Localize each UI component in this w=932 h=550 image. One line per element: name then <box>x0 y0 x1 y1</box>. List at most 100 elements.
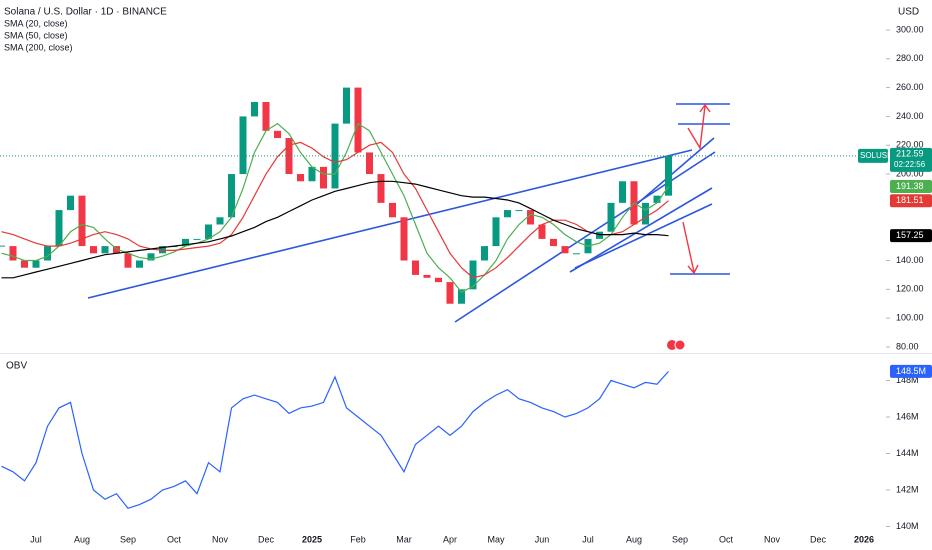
x-tick-label: Sep <box>120 534 136 544</box>
arrow-head <box>687 264 699 275</box>
y-tick-label: 100.00 <box>896 313 924 323</box>
price-label: 212.59 <box>896 148 924 158</box>
candle <box>377 174 385 203</box>
candle <box>124 253 132 268</box>
candle <box>193 238 201 240</box>
x-tick-label: Feb <box>350 534 366 544</box>
x-tick-label: Mar <box>396 534 412 544</box>
candle <box>101 246 109 254</box>
x-tick-label: 2025 <box>302 534 322 544</box>
x-tick-label: May <box>487 534 505 544</box>
candle <box>228 174 235 218</box>
series-line <box>1 141 669 279</box>
y-tick-label: 200.00 <box>896 168 924 178</box>
candle <box>492 217 500 247</box>
candle <box>32 260 40 268</box>
candle <box>423 274 431 278</box>
x-tick-label: Oct <box>719 534 734 544</box>
candle <box>216 217 224 225</box>
candle <box>239 116 247 175</box>
candle <box>78 195 86 247</box>
y-tick-label: 120.00 <box>896 284 924 294</box>
y-tick-label: 240.00 <box>896 111 924 121</box>
event-icon <box>674 339 686 351</box>
arrows <box>682 103 711 275</box>
x-tick-label: Jun <box>535 534 550 544</box>
candle <box>113 246 120 254</box>
candle <box>147 253 155 261</box>
candle <box>320 166 327 189</box>
series-line <box>1 122 669 293</box>
candle <box>446 282 454 304</box>
candle <box>274 130 281 139</box>
legend-entry: SMA (50, close) <box>4 30 68 40</box>
candle <box>619 181 626 203</box>
candle <box>90 246 97 254</box>
symbol-label: SOLUSD <box>860 151 893 160</box>
candle <box>481 246 488 261</box>
candle <box>366 152 373 175</box>
y-tick-label: 148M <box>896 375 919 385</box>
event-icons <box>667 339 686 351</box>
y-tick-label: 140M <box>896 521 919 531</box>
y-tick-label: 142M <box>896 484 919 494</box>
last-value-box <box>890 194 932 208</box>
candle <box>665 155 672 196</box>
candle <box>55 210 63 247</box>
series-line <box>1 180 669 279</box>
candle <box>389 202 396 218</box>
candle <box>343 87 350 124</box>
candle <box>538 224 546 239</box>
candle <box>515 210 523 212</box>
candle <box>504 210 511 218</box>
arrow-head <box>699 103 711 113</box>
x-tick-label: Nov <box>212 534 229 544</box>
x-tick-label: Aug <box>74 534 90 544</box>
candle <box>297 174 304 182</box>
candle <box>550 238 557 247</box>
chart-title: Solana / U.S. Dollar · 1D · BINANCE <box>4 7 167 18</box>
candle <box>44 246 51 261</box>
x-tick-label: Sep <box>672 534 688 544</box>
series-line <box>1 370 669 509</box>
x-tick-label: Jul <box>582 534 594 544</box>
arrow-up <box>687 105 706 151</box>
last-value-box <box>890 364 932 378</box>
candle <box>653 195 661 203</box>
arrow-down <box>682 221 695 273</box>
candle <box>458 289 465 304</box>
candle <box>354 87 362 153</box>
event-icon <box>667 340 677 350</box>
y-tick-label: 144M <box>896 448 919 458</box>
currency: USD <box>898 7 919 18</box>
x-tick-label: Jul <box>30 534 42 544</box>
price-box <box>890 147 932 172</box>
candle <box>573 253 580 255</box>
x-tick-label: Aug <box>626 534 642 544</box>
y-tick-label: 146M <box>896 411 919 421</box>
y-tick-label: 220.00 <box>896 140 924 150</box>
countdown-label: 02:22:56 <box>894 160 926 169</box>
candle <box>9 246 17 261</box>
candle <box>67 195 74 211</box>
x-tick-label: Nov <box>764 534 781 544</box>
candle <box>159 246 166 254</box>
x-tick-label: Oct <box>167 534 182 544</box>
candle <box>331 123 339 189</box>
last-value-label: 181.51 <box>896 195 924 205</box>
legend-entry: SMA (200, close) <box>4 42 73 52</box>
last-value-label: 157.25 <box>896 230 924 240</box>
symbol-box <box>858 148 888 163</box>
obv-title: OBV <box>6 361 27 372</box>
last-value-box <box>890 229 932 243</box>
candle <box>308 166 316 182</box>
candle <box>262 102 270 131</box>
candle <box>400 217 408 261</box>
candle <box>412 260 419 275</box>
trendline <box>87 149 693 299</box>
candle <box>435 277 442 283</box>
y-tick-label: 280.00 <box>896 53 924 63</box>
candle <box>607 202 615 232</box>
